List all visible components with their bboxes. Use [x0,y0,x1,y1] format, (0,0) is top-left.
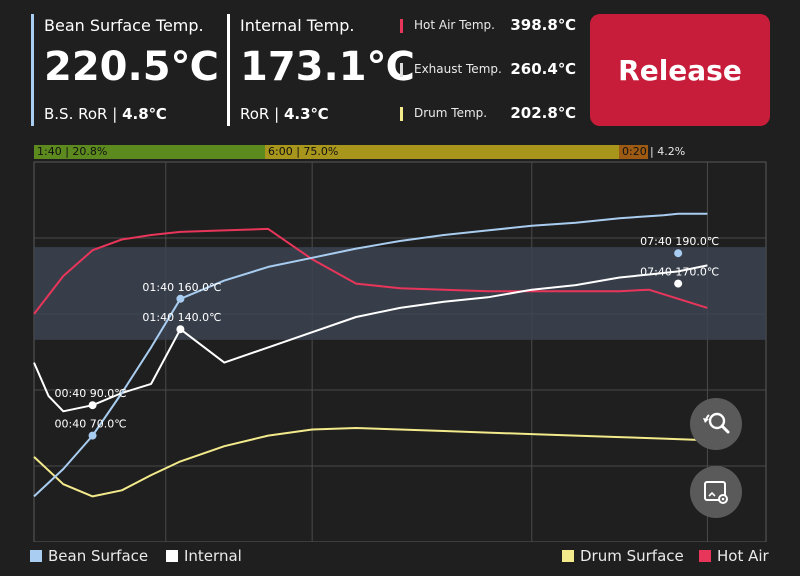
highlight-band [34,247,766,340]
internal-label: Internal Temp. [240,16,355,35]
phase-maillard-label: 6:00 | 75.0% [268,145,339,158]
sensor-hot-air: Hot Air Temp. 398.8℃ [400,16,580,36]
phase-development: 0:20 [619,145,648,159]
bean-surface-ror-label: B.S. RoR [44,105,108,123]
annotation-point [88,431,97,440]
legend-internal-label: Internal [184,547,242,565]
chart-grid [33,161,767,542]
annotation-label: 07:40 190.0℃ [640,235,719,248]
annotation-label: 07:40 170.0℃ [640,266,719,279]
legend-swatch [30,550,42,562]
sensor-exhaust: Exhaust Temp. 260.4℃ [400,60,580,80]
exhaust-swatch [400,63,403,77]
annotation-point [674,279,683,288]
legend-hot-air-label: Hot Air [717,547,769,565]
internal-value: 173.1℃ [240,44,415,90]
hot-air-swatch [400,19,403,33]
release-button[interactable]: Release [590,14,770,126]
legend-swatch [699,550,711,562]
screen-settings-button[interactable] [690,466,742,518]
exhaust-label: Exhaust Temp. [414,62,502,76]
internal-ror-label: RoR [240,105,270,123]
legend-bean-surface-label: Bean Surface [48,547,149,565]
zoom-reset-icon [703,412,730,434]
series-line-hot-air [33,227,708,315]
annotation-point [176,294,185,303]
annotation-point [674,249,683,258]
phase-development-percent: | 4.2% [650,145,686,158]
internal-accent-bar [227,14,230,126]
annotation-point [176,325,185,334]
legend-swatch [166,550,178,562]
bean-surface-value: 220.5℃ [44,44,219,90]
annotation-point [88,401,97,410]
phase-drying-label: 1:40 | 20.8% [37,145,108,158]
roast-chart: 00:40 70.0℃ 00:40 90.0℃ 01:40 160.0℃ 01:40 … [33,161,767,542]
chart-frame [33,161,767,542]
screen-settings-icon [704,481,728,504]
legend-bean-surface: Bean Surface [30,547,148,567]
legend-internal: Internal [166,547,242,567]
series-line-drum-surface [33,427,708,498]
chart-series [33,212,708,498]
annotation-label: 01:40 140.0℃ [142,311,221,324]
internal-ror-value: 4.3℃ [283,105,329,123]
annotation-label: 00:40 90.0℃ [55,387,127,400]
chart-highlight-band [34,247,766,340]
bean-surface-label: Bean Surface Temp. [44,16,204,35]
legend-drum-surface-label: Drum Surface [580,547,684,565]
annotation-label: 00:40 70.0℃ [55,418,127,431]
bean-surface-ror-value: 4.8℃ [122,105,167,123]
zoom-reset-button[interactable] [690,398,742,450]
legend-hot-air: Hot Air [699,547,769,567]
drum-swatch [400,107,403,121]
phase-development-label: 0:20 [622,145,647,158]
hot-air-value: 398.8℃ [510,16,576,34]
legend-drum-surface: Drum Surface [562,547,684,567]
internal-ror: RoR | 4.3℃ [240,105,329,123]
legend-swatch [562,550,574,562]
sensor-drum: Drum Temp. 202.8℃ [400,104,580,124]
bean-surface-accent-bar [31,14,34,126]
series-line-bean-surface [33,212,708,498]
chart-annotations: 00:40 70.0℃ 00:40 90.0℃ 01:40 160.0℃ 01:40 … [55,235,719,440]
drum-value: 202.8℃ [510,104,576,122]
phase-drying: 1:40 | 20.8% [34,145,265,159]
phase-maillard: 6:00 | 75.0% [265,145,619,159]
bean-surface-ror: B.S. RoR | 4.8℃ [44,105,167,123]
hot-air-label: Hot Air Temp. [414,18,495,32]
annotation-label: 01:40 160.0℃ [142,281,221,294]
exhaust-value: 260.4℃ [510,60,576,78]
drum-label: Drum Temp. [414,106,488,120]
series-line-internal [33,264,708,413]
